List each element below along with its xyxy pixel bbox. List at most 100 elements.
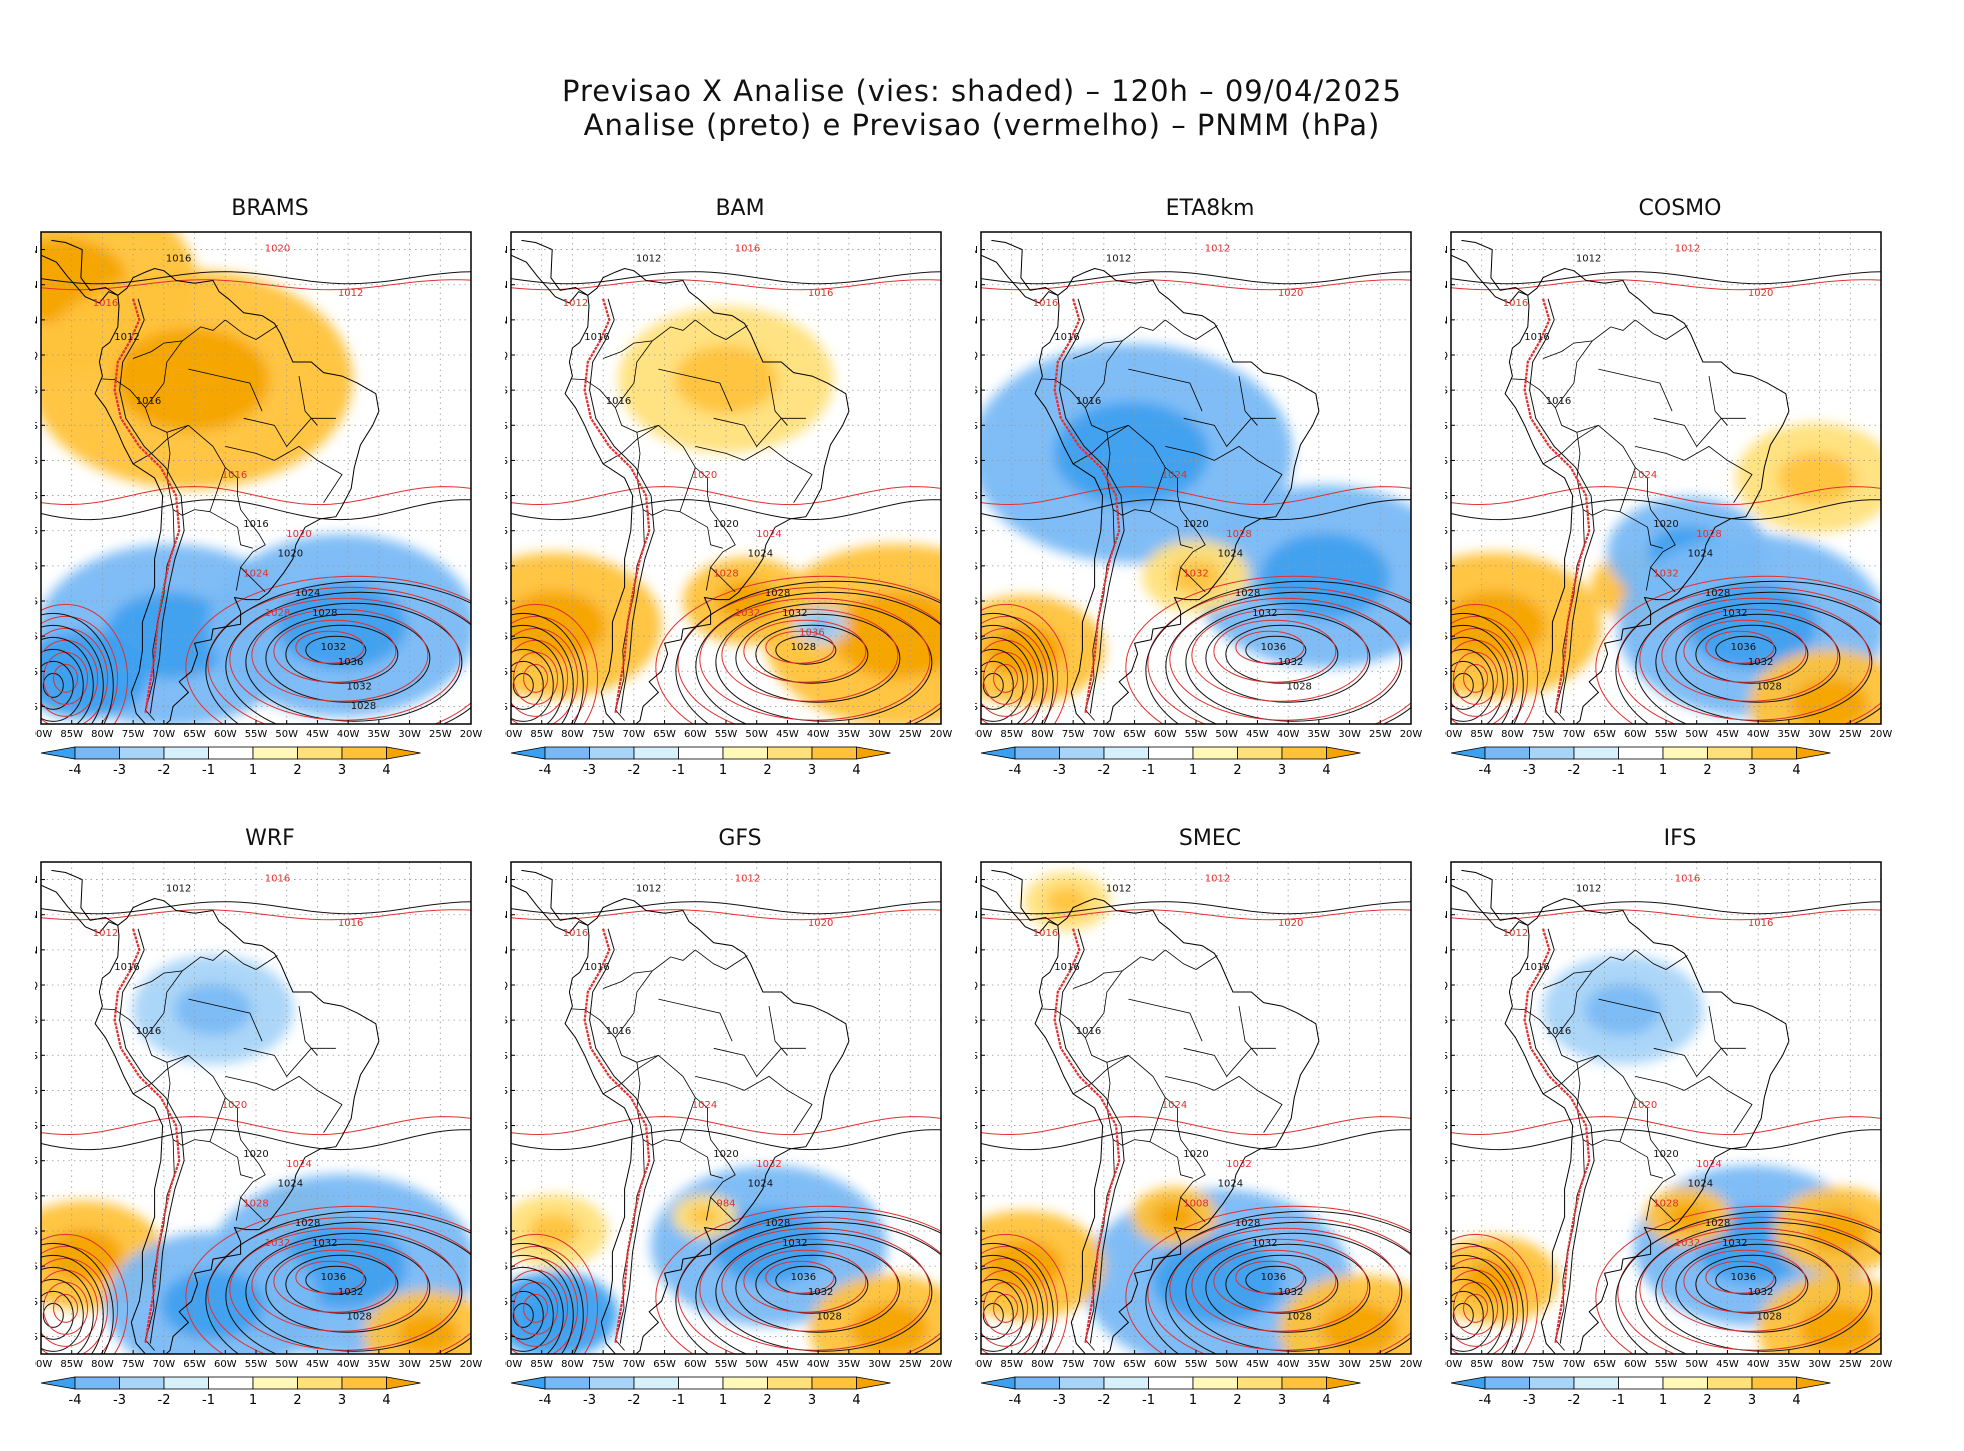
- analysis-isobar: [1451, 624, 1514, 724]
- analysis-contour-label: 1020: [1653, 1149, 1678, 1160]
- country-border: [636, 432, 696, 516]
- caribbean-coast: [521, 869, 589, 926]
- lat-tick-label: 5S: [1445, 386, 1448, 397]
- lat-tick-label: 40S: [505, 1262, 508, 1273]
- lon-tick-label: 85W: [530, 1359, 553, 1370]
- forecast-contour-label: 1032: [756, 1159, 781, 1170]
- central-america-coast: [511, 884, 588, 934]
- analysis-isobar: [1205, 1243, 1371, 1333]
- country-border: [705, 1197, 711, 1221]
- andes-analysis-isobars: [1059, 298, 1125, 714]
- lon-tick-label: 70W: [153, 1359, 176, 1370]
- lat-tick-label: 25S: [35, 526, 38, 537]
- analysis-isobar: [511, 648, 554, 722]
- isobars: [511, 901, 941, 1354]
- forecast-isobar: [1451, 486, 1881, 506]
- forecast-contour-label: 1016: [735, 244, 760, 255]
- country-border: [1165, 319, 1218, 340]
- analysis-contour-label: 1028: [1235, 1218, 1260, 1229]
- colorbar-cell: [1484, 1376, 1530, 1390]
- country-border: [1542, 424, 1599, 465]
- lon-tick-label: 45W: [306, 1359, 329, 1370]
- lat-tick-label: 25S: [505, 1156, 508, 1167]
- lon-tick-label: 25W: [899, 729, 922, 740]
- lon-tick-label: 55W: [245, 1359, 268, 1370]
- forecast-isobar: [41, 1245, 119, 1354]
- forecast-isobar: [295, 630, 365, 664]
- analysis-isobar: [511, 271, 941, 285]
- forecast-isobar: [1639, 597, 1871, 721]
- lon-tick-label: 65W: [1593, 729, 1616, 740]
- forecast-isobar: [41, 639, 99, 717]
- lat-tick-label: 5S: [1445, 1016, 1448, 1027]
- andes-forecast-isobars: [1053, 298, 1121, 714]
- analysis-isobar: [511, 1278, 554, 1352]
- colorbar-label: -4: [539, 1393, 552, 1408]
- lon-tick-label: 25W: [429, 729, 452, 740]
- lon-tick-label: 65W: [1123, 729, 1146, 740]
- panel-model-title: SMEC: [1178, 826, 1242, 851]
- analysis-isobar: [981, 624, 1044, 724]
- lat-tick-label: EQ: [975, 981, 978, 992]
- colorbar-right-arrow: [1326, 746, 1361, 760]
- analysis-isobar: [981, 1290, 1014, 1340]
- colorbar-right-arrow: [1796, 1376, 1831, 1390]
- country-border: [243, 1047, 336, 1078]
- analysis-contour-label: 1036: [1261, 642, 1286, 653]
- lon-tick-label: 45W: [776, 729, 799, 740]
- andes-analysis-isobars: [1529, 298, 1595, 714]
- forecast-contour-label: 1028: [243, 1198, 268, 1209]
- lon-tick-label: 75W: [1532, 729, 1555, 740]
- caribbean-coast: [51, 869, 119, 926]
- lat-tick-label: 5N: [1445, 315, 1448, 326]
- country-border: [235, 1197, 241, 1221]
- analysis-contour-label: 1012: [1576, 254, 1601, 265]
- country-border: [1175, 567, 1181, 591]
- lat-tick-label: 30S: [975, 1191, 978, 1202]
- colorbar-label: 4: [1792, 763, 1800, 778]
- analysis-contour-label: 1016: [243, 519, 268, 530]
- analysis-contour-label: 1020: [278, 549, 303, 560]
- lat-tick-label: 15N: [505, 875, 508, 886]
- colorbar-label: -3: [1053, 1393, 1066, 1408]
- caribbean-coast: [1461, 869, 1529, 926]
- analysis-contour-label: 1020: [1653, 519, 1678, 530]
- forecast-isobar: [229, 1227, 461, 1351]
- lon-tick-label: 75W: [592, 1359, 615, 1370]
- colorbar-label: -2: [1098, 1393, 1111, 1408]
- analysis-isobar: [1185, 602, 1403, 722]
- lat-tick-label: 35S: [975, 1227, 978, 1238]
- andes-forecast-isobars: [113, 928, 181, 1344]
- country-border: [602, 340, 653, 359]
- analysis-isobar: [1245, 1265, 1307, 1295]
- lon-tick-label: 45W: [306, 729, 329, 740]
- analysis-isobar: [981, 612, 1054, 724]
- forecast-isobar: [1191, 608, 1369, 702]
- bias-region-core: [528, 1213, 580, 1249]
- lon-tick-label: 80W: [1501, 729, 1524, 740]
- analysis-isobar: [1165, 1221, 1411, 1354]
- bias-colorbar: -4 -3 -2 -1 1 2 3 4: [510, 1376, 891, 1408]
- forecast-isobar: [511, 909, 941, 921]
- forecast-isobar: [721, 1238, 899, 1332]
- colorbar-label: 1: [1189, 1393, 1197, 1408]
- lon-tick-label: 50W: [1685, 1359, 1708, 1370]
- colorbar-left-arrow: [510, 746, 546, 760]
- colorbar-label: -4: [1479, 763, 1492, 778]
- colorbar-cell: [678, 746, 724, 760]
- lon-tick-label: 50W: [1215, 1359, 1238, 1370]
- lat-tick-label: 45S: [505, 1297, 508, 1308]
- forecast-isobar: [511, 1245, 589, 1354]
- lat-tick-label: 40S: [1445, 1262, 1448, 1273]
- forecast-isobar: [511, 1116, 941, 1136]
- analysis-contour-label: 1032: [1748, 657, 1773, 668]
- lat-tick-label: 25S: [505, 526, 508, 537]
- country-border: [1072, 970, 1123, 989]
- country-border: [1106, 1062, 1166, 1146]
- analysis-isobar: [41, 1242, 114, 1354]
- analysis-isobar: [225, 1221, 471, 1354]
- lon-tick-label: 90W: [1445, 729, 1462, 740]
- analysis-isobar: [511, 1254, 574, 1354]
- lat-tick-label: 50S: [35, 1332, 38, 1343]
- forecast-isobar: [511, 1257, 579, 1354]
